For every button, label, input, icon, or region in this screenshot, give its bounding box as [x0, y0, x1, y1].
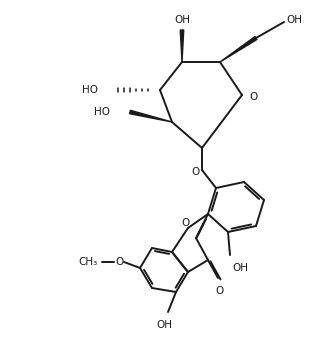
- Text: CH₃: CH₃: [79, 257, 98, 267]
- Text: OH: OH: [232, 263, 248, 273]
- Text: HO: HO: [94, 107, 110, 117]
- Text: HO: HO: [82, 85, 98, 95]
- Polygon shape: [220, 37, 257, 62]
- Text: O: O: [215, 286, 223, 296]
- Text: O: O: [182, 218, 190, 228]
- Text: OH: OH: [174, 15, 190, 25]
- Text: OH: OH: [156, 320, 172, 330]
- Text: O: O: [249, 92, 257, 102]
- Text: O: O: [192, 167, 200, 177]
- Polygon shape: [180, 30, 184, 62]
- Text: O: O: [116, 257, 124, 267]
- Polygon shape: [130, 110, 172, 122]
- Text: OH: OH: [286, 15, 302, 25]
